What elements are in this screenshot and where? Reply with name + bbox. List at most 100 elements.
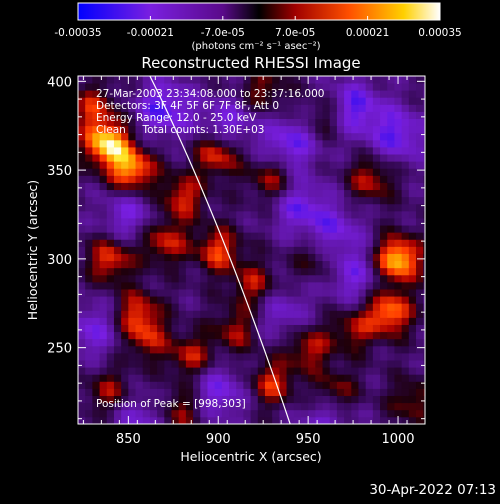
- image-pixel: [401, 196, 410, 205]
- image-pixel: [315, 218, 323, 226]
- image-pixel: [380, 274, 388, 283]
- image-pixel: [358, 154, 367, 162]
- image-pixel: [149, 196, 158, 205]
- image-pixel: [250, 118, 259, 127]
- image-pixel: [178, 232, 187, 240]
- image-pixel: [193, 274, 201, 283]
- image-pixel: [351, 182, 359, 191]
- image-pixel: [193, 161, 201, 169]
- image-pixel: [257, 132, 266, 141]
- image-pixel: [401, 203, 410, 212]
- image-pixel: [113, 395, 122, 404]
- image-pixel: [264, 409, 273, 418]
- image-pixel: [344, 331, 352, 340]
- image-pixel: [272, 118, 280, 127]
- image-pixel: [236, 232, 244, 240]
- image-pixel: [85, 303, 93, 311]
- image-pixel: [423, 175, 425, 183]
- image-pixel: [315, 317, 323, 325]
- image-pixel: [157, 239, 165, 247]
- image-pixel: [200, 274, 208, 283]
- image-pixel: [149, 395, 158, 404]
- image-pixel: [408, 203, 417, 212]
- image-pixel: [387, 246, 395, 254]
- image-pixel: [78, 139, 86, 148]
- x-tick-label: 1000: [381, 432, 414, 447]
- image-pixel: [200, 281, 208, 290]
- image-pixel: [300, 331, 309, 340]
- image-pixel: [207, 196, 216, 205]
- image-pixel: [272, 175, 280, 183]
- image-pixel: [243, 125, 251, 134]
- image-pixel: [185, 232, 194, 240]
- image-pixel: [279, 118, 287, 127]
- image-pixel: [243, 345, 251, 354]
- image-pixel: [358, 303, 367, 311]
- image-pixel: [308, 310, 316, 318]
- image-pixel: [394, 83, 403, 91]
- image-pixel: [293, 338, 302, 347]
- image-pixel: [185, 381, 194, 389]
- image-pixel: [171, 118, 180, 127]
- image-pixel: [336, 76, 345, 84]
- image-pixel: [351, 416, 359, 424]
- image-pixel: [329, 289, 338, 297]
- image-pixel: [113, 367, 122, 375]
- image-pixel: [365, 352, 374, 361]
- image-pixel: [157, 296, 165, 304]
- image-pixel: [135, 232, 144, 240]
- image-pixel: [279, 232, 287, 240]
- image-pixel: [300, 97, 309, 105]
- image-pixel: [193, 125, 201, 134]
- image-pixel: [272, 196, 280, 205]
- image-pixel: [193, 168, 201, 176]
- image-pixel: [272, 395, 280, 404]
- image-pixel: [380, 260, 388, 269]
- image-pixel: [229, 352, 237, 361]
- image-pixel: [121, 189, 129, 198]
- image-pixel: [243, 267, 251, 276]
- image-pixel: [372, 90, 381, 98]
- image-pixel: [401, 260, 410, 269]
- image-pixel: [221, 303, 230, 311]
- image-pixel: [401, 409, 410, 418]
- image-pixel: [185, 104, 194, 112]
- image-pixel: [135, 338, 144, 347]
- image-pixel: [99, 76, 108, 84]
- image-pixel: [221, 104, 230, 112]
- image-pixel: [401, 161, 410, 169]
- image-pixel: [185, 409, 194, 418]
- image-pixel: [193, 395, 201, 404]
- image-pixel: [264, 303, 273, 311]
- image-pixel: [394, 132, 403, 141]
- image-pixel: [344, 367, 352, 375]
- image-pixel: [336, 97, 345, 105]
- image-pixel: [351, 289, 359, 297]
- image-pixel: [387, 395, 395, 404]
- image-pixel: [272, 303, 280, 311]
- image-pixel: [286, 203, 295, 212]
- image-pixel: [200, 260, 208, 269]
- image-pixel: [85, 317, 93, 325]
- image-pixel: [300, 225, 309, 233]
- image-pixel: [135, 260, 144, 269]
- image-pixel: [401, 289, 410, 297]
- image-pixel: [408, 310, 417, 318]
- image-pixel: [171, 352, 180, 361]
- image-pixel: [279, 161, 287, 169]
- image-pixel: [185, 246, 194, 254]
- image-pixel: [308, 352, 316, 361]
- image-pixel: [408, 76, 417, 84]
- image-pixel: [322, 76, 331, 84]
- image-pixel: [416, 225, 424, 233]
- image-pixel: [128, 196, 136, 205]
- image-pixel: [315, 83, 323, 91]
- image-pixel: [178, 225, 187, 233]
- image-pixel: [416, 267, 424, 276]
- image-pixel: [113, 147, 122, 155]
- image-pixel: [99, 239, 108, 247]
- y-tick-label: 350: [47, 164, 72, 179]
- image-pixel: [358, 388, 367, 396]
- image-pixel: [164, 317, 172, 325]
- image-pixel: [157, 161, 165, 169]
